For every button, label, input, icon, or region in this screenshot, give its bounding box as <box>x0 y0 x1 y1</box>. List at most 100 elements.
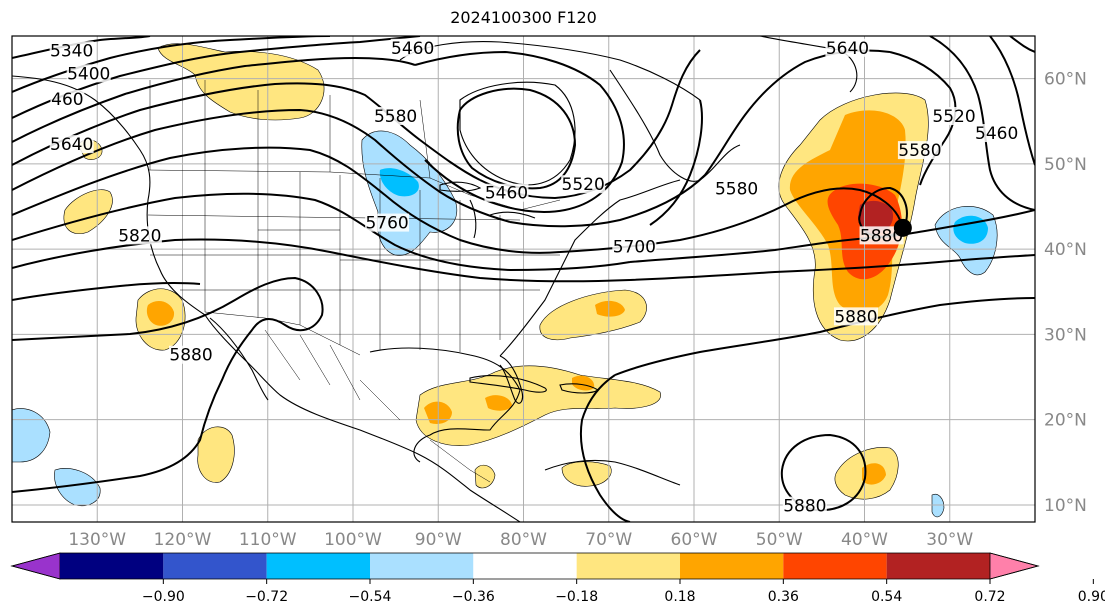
contour-label-bg <box>833 307 878 326</box>
negative-anomaly-atlantic-small <box>931 493 945 518</box>
contour-label: 5460 <box>975 124 1018 144</box>
colorbar-tick-label: −0.90 <box>142 589 185 605</box>
contour-label: 5820 <box>118 226 161 246</box>
contour-label-bg <box>897 141 942 160</box>
contour-5460-trough <box>456 87 577 190</box>
positive-anomaly-atlantic-west-core <box>595 300 625 317</box>
contour-east-arctic <box>1009 36 1035 53</box>
lat-tick-label: 30°N <box>1044 325 1087 345</box>
negative-anomaly-pacific-south <box>54 468 101 507</box>
labrador <box>609 69 741 182</box>
contour-label-bg <box>859 226 904 245</box>
contour-5640-west <box>12 108 511 223</box>
contour-label-bg <box>974 124 1019 143</box>
east-coast <box>499 179 681 357</box>
country-state-borders <box>147 80 561 483</box>
contour-5700-west <box>12 146 561 254</box>
lake-superior <box>439 181 482 192</box>
contour-label: 5460 <box>485 184 528 204</box>
lon-tick-label: 60°W <box>671 530 718 550</box>
positive-anomaly-baja-core <box>146 300 175 326</box>
contour-5880-subtropical <box>12 276 324 493</box>
latitude-tick-labels: 60°N 50°N 40°N 30°N 20°N 10°N <box>1044 70 1087 516</box>
contour-label: 5880 <box>783 497 826 517</box>
lon-tick-label: 120°W <box>154 530 212 550</box>
colorbar-tick-label: −0.72 <box>245 589 288 605</box>
contour-label-bg <box>782 496 827 515</box>
contour-label-bg <box>169 345 214 364</box>
contour-label: 5520 <box>932 107 975 127</box>
colorbar-tick-label: 0.18 <box>664 589 695 605</box>
contour-label-bg <box>50 89 85 108</box>
canada-arctic <box>399 41 701 101</box>
contour-label: 5520 <box>562 175 605 195</box>
contour-label: 5580 <box>374 107 417 127</box>
canada-provinces <box>149 80 431 179</box>
lon-tick-label: 130°W <box>68 530 126 550</box>
contour-greenland-trough <box>649 99 703 226</box>
positive-anomaly-epac <box>197 426 235 483</box>
lat-tick-label: 50°N <box>1044 155 1087 175</box>
contour-5580-trough <box>479 49 701 200</box>
contour-label-bg <box>714 179 759 198</box>
lon-tick-label: 110°W <box>239 530 297 550</box>
contour-label: 5700 <box>613 237 656 257</box>
lon-tick-label: 70°W <box>585 530 632 550</box>
colorbar-tick-label: −0.18 <box>555 589 598 605</box>
map-graticule <box>12 36 1035 522</box>
positive-anomaly-caribbean <box>415 365 661 446</box>
hudson-bay <box>459 81 576 186</box>
central-america-borders <box>429 439 491 483</box>
negative-anomaly-atlantic-core <box>953 215 988 244</box>
gulf-coast <box>369 347 521 463</box>
positive-anomaly-venezuela <box>561 461 612 487</box>
contour-label: 5640 <box>50 135 93 155</box>
negative-anomaly-midwest-core <box>379 168 419 197</box>
positive-anomaly-hispaniola-core <box>572 375 595 391</box>
contour-label: 5880 <box>169 346 212 366</box>
contour-5400 <box>12 36 331 93</box>
contour-label: 5340 <box>50 41 93 61</box>
contour-label: 5760 <box>365 214 408 234</box>
lat-tick-label: 20°N <box>1044 411 1087 431</box>
contour-label: 460 <box>51 90 83 110</box>
contour-label: 5400 <box>67 64 110 84</box>
lat-tick-label: 40°N <box>1044 240 1087 260</box>
contour-label: 5880 <box>834 307 877 327</box>
contour-label-bg <box>365 213 410 232</box>
colorbar-tick-labels: −0.90 −0.72 −0.54 −0.36 −0.18 0.18 0.36 0.54 0.7… <box>142 579 1105 605</box>
cuba <box>469 375 547 393</box>
contour-label-bg <box>825 38 870 57</box>
contour-label: 5580 <box>898 141 941 161</box>
contour-label: 5880 <box>860 226 903 246</box>
contour-label-bg <box>49 41 94 60</box>
contour-label: 5580 <box>715 179 758 199</box>
colorbar-tick-label: −0.54 <box>349 589 392 605</box>
positive-anomaly-central-america <box>474 464 496 489</box>
positive-anomaly-atlantic-west <box>539 289 647 341</box>
contour-label-bg <box>561 175 606 194</box>
contour-5880-atlantic-tropical <box>579 374 631 522</box>
contour-5640-trough <box>509 49 891 228</box>
positive-anomaly-tropical-atlantic-core <box>862 463 886 485</box>
contour-label-bg <box>373 107 418 125</box>
lake-michigan <box>469 199 477 239</box>
contour-label-bg <box>390 38 435 57</box>
storm-position-marker <box>893 218 912 237</box>
colorbar-tick-label: 0.54 <box>871 589 902 605</box>
contour-label: 5640 <box>826 39 869 59</box>
lat-tick-label: 60°N <box>1044 70 1087 90</box>
contour-label: 5460 <box>391 39 434 59</box>
colorbar-tick-label: 0.36 <box>768 589 799 605</box>
contour-5880-east <box>614 297 1035 376</box>
colorbar-tick-label: −0.36 <box>452 589 495 605</box>
us-canada-border <box>147 169 561 211</box>
lon-tick-label: 80°W <box>500 530 547 550</box>
contour-label-bg <box>49 135 94 154</box>
florida <box>499 355 524 404</box>
contour-5520-west <box>12 56 416 143</box>
contour-sw-arc <box>12 281 201 301</box>
south-america-coast <box>544 459 681 486</box>
